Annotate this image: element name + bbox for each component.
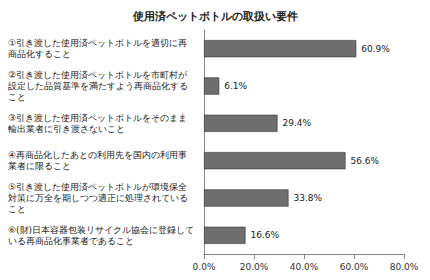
svg-text:いる再商品化事業者であること: いる再商品化事業者であること (8, 236, 134, 246)
svg-text:設定した品質基準を満たすよう再商品化する: 設定した品質基準を満たすよう再商品化する (8, 81, 188, 91)
svg-text:40.0%: 40.0% (290, 262, 319, 272)
svg-text:80.0%: 80.0% (390, 262, 419, 272)
svg-text:6.1%: 6.1% (224, 81, 247, 91)
svg-text:⑥(財)日本容器包装リサイクル協会に登録して: ⑥(財)日本容器包装リサイクル協会に登録して (8, 225, 194, 235)
svg-text:使用済ペットボトルの取扱い要件: 使用済ペットボトルの取扱い要件 (132, 10, 298, 23)
svg-text:20.0%: 20.0% (240, 262, 269, 272)
svg-text:商品化すること: 商品化すること (8, 49, 71, 59)
svg-text:16.6%: 16.6% (251, 230, 280, 240)
svg-text:④再商品化したあとの利用先を国内の利用事: ④再商品化したあとの利用先を国内の利用事 (8, 150, 187, 160)
svg-text:こと: こと (8, 92, 26, 102)
svg-text:0.0%: 0.0% (193, 262, 216, 272)
svg-text:輸出業者に引き渡さないこと: 輸出業者に引き渡さないこと (8, 124, 125, 134)
svg-text:⑤引き渡した使用済ペットボトルが環境保全: ⑤引き渡した使用済ペットボトルが環境保全 (8, 182, 187, 192)
svg-text:業者に限ること: 業者に限ること (8, 161, 71, 171)
svg-text:29.4%: 29.4% (283, 118, 312, 128)
svg-text:対策に万全を期しつつ適正に処理されている: 対策に万全を期しつつ適正に処理されている (8, 193, 188, 203)
svg-text:②引き渡した使用済ペットボトルを市町村が: ②引き渡した使用済ペットボトルを市町村が (8, 70, 188, 80)
svg-text:33.8%: 33.8% (294, 193, 323, 203)
svg-text:60.9%: 60.9% (361, 44, 390, 54)
svg-text:③引き渡した使用済ペットボトルをそのまま: ③引き渡した使用済ペットボトルをそのまま (8, 113, 187, 123)
svg-text:①引き渡した使用済ペットボトルを適切に再: ①引き渡した使用済ペットボトルを適切に再 (8, 38, 187, 48)
svg-text:60.0%: 60.0% (340, 262, 369, 272)
svg-text:こと: こと (8, 204, 26, 214)
svg-text:56.6%: 56.6% (351, 156, 380, 166)
